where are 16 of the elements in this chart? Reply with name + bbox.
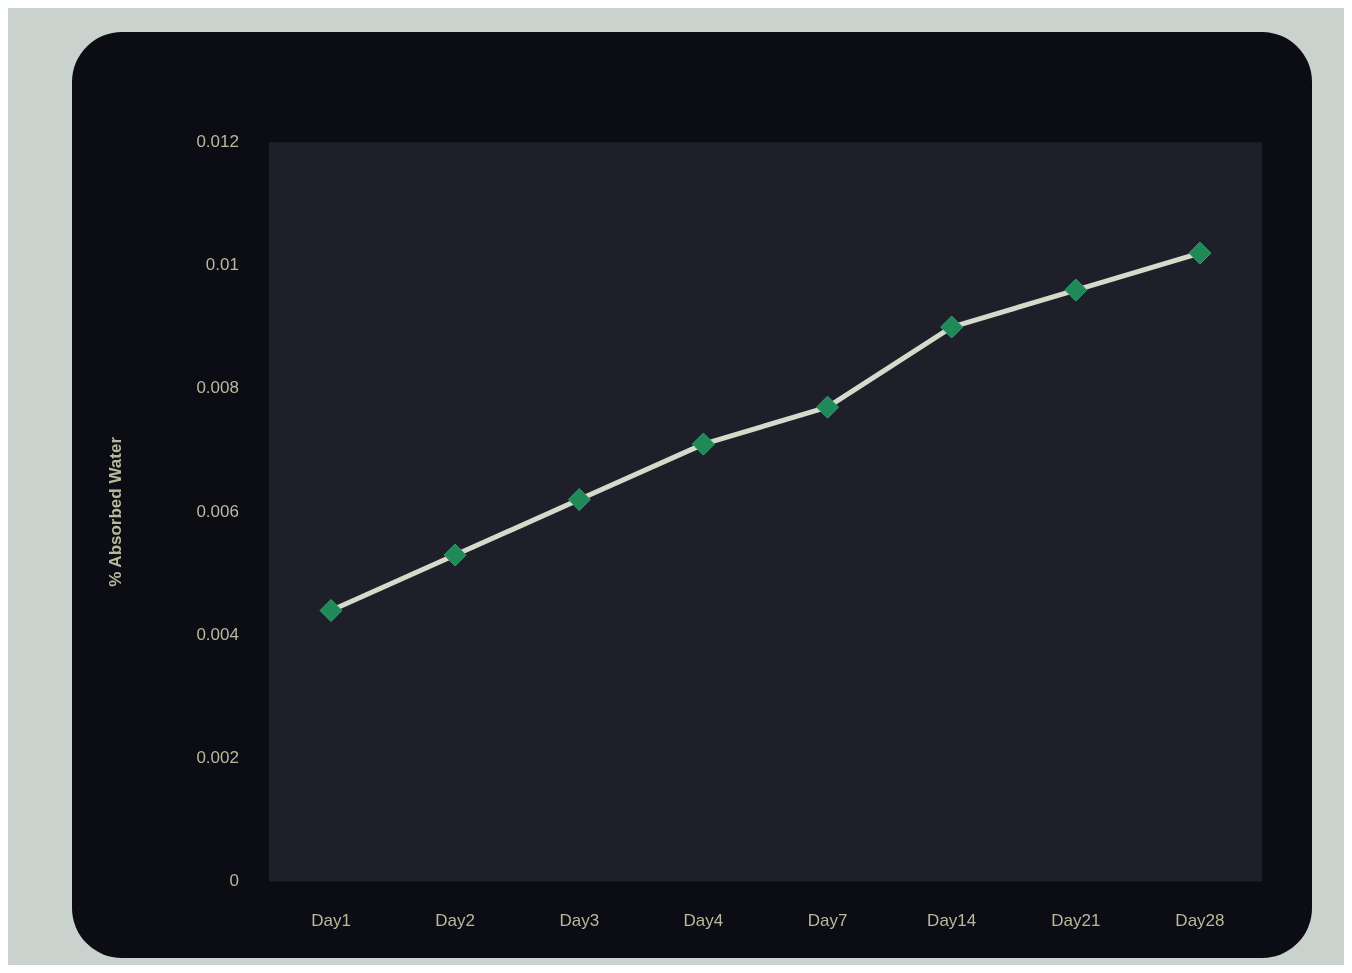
y-tick-label: 0.002 [196, 748, 239, 768]
x-tick-label: Day14 [927, 911, 977, 931]
y-tick-label: 0.004 [196, 624, 239, 644]
y-tick-label: 0.006 [196, 501, 239, 521]
y-tick-label: 0 [229, 871, 239, 891]
x-tick-label: Day2 [435, 911, 475, 931]
y-tick-label: 0.01 [205, 255, 239, 275]
x-tick-label: Day4 [683, 911, 724, 931]
x-tick-label: Day28 [1175, 911, 1225, 931]
x-tick-label: Day7 [807, 911, 848, 931]
y-tick-label: 0.008 [196, 378, 239, 398]
x-tick-label: Day3 [559, 911, 600, 931]
y-axis-title: % Absorbed Water [105, 436, 125, 587]
y-tick-label: 0.012 [196, 131, 239, 151]
x-tick-label: Day21 [1051, 911, 1101, 931]
x-tick-label: Day1 [311, 911, 351, 931]
